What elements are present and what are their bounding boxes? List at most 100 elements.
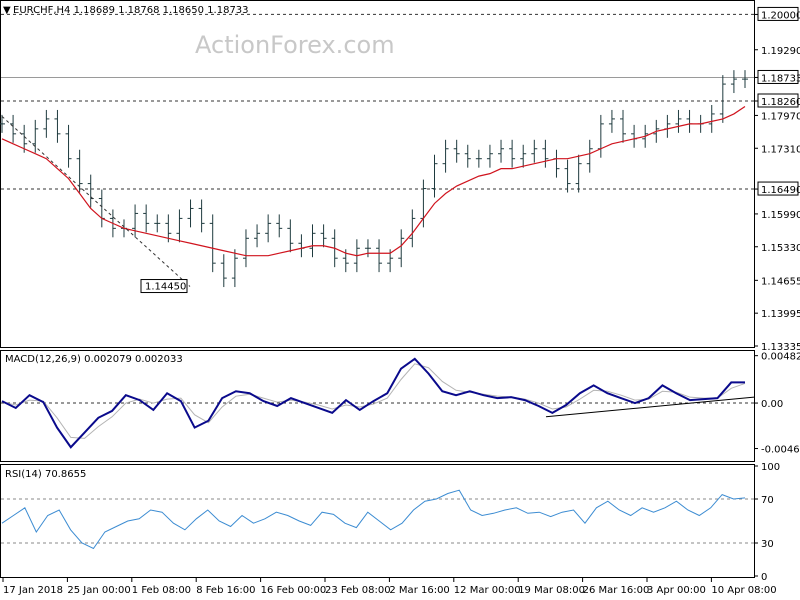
price-bar	[254, 224, 261, 248]
ma-series-line	[1, 105, 746, 257]
rsi-tick-label: 70	[761, 495, 774, 506]
price-bar	[309, 224, 316, 258]
rsi-tick-label: 0	[761, 572, 767, 583]
price-tick-label: 1.18733	[761, 73, 800, 84]
price-bar	[32, 119, 39, 153]
price-bar	[475, 149, 482, 168]
price-bar	[220, 254, 227, 288]
price-title: EURCHF,H4 1.18689 1.18768 1.18650 1.1873…	[13, 5, 249, 16]
macd-trendline	[545, 396, 755, 418]
price-bar	[87, 174, 94, 208]
time-tick-label: 17 Jan 2018	[3, 585, 63, 596]
price-level-tag	[757, 181, 799, 196]
time-tick-label: 3 Apr 00:00	[647, 585, 706, 596]
price-bar	[431, 154, 438, 198]
rsi-axis: 100 70 30 0	[754, 462, 780, 583]
price-bar	[320, 224, 327, 248]
price-panel-frame	[0, 0, 755, 348]
rsi-tick-label: 30	[761, 539, 774, 550]
price-tick-label: 1.14655	[761, 276, 800, 287]
macd-tick-label: 0.004827	[761, 352, 800, 363]
price-bar	[376, 239, 383, 273]
price-bar	[597, 114, 604, 158]
time-tick-label: 26 Mar 16:00	[583, 585, 650, 596]
price-bar	[276, 214, 283, 238]
price-bar	[409, 209, 416, 248]
macd-plot	[1, 357, 755, 449]
price-bar	[176, 209, 183, 243]
price-bar	[231, 249, 238, 288]
price-axis: 1.20000 1.19290 1.18733 1.18260 1.17970 1.173…	[754, 6, 800, 353]
time-tick-label: 23 Feb 08:00	[325, 585, 391, 596]
price-bar	[143, 204, 150, 233]
price-tick-label: 1.15330	[761, 243, 800, 254]
time-tick-label: 25 Jan 00:00	[67, 585, 130, 596]
price-bar	[719, 75, 726, 123]
price-bar	[730, 70, 737, 94]
time-tick-label: 10 Apr 08:00	[711, 585, 776, 596]
price-bar	[154, 214, 161, 233]
low-trend-dashed-line	[1, 116, 191, 287]
macd-title: MACD(12,26,9) 0.002079 0.002033	[5, 354, 183, 365]
price-level-tag	[757, 93, 799, 108]
price-bar	[453, 139, 460, 163]
price-bar	[287, 219, 294, 253]
price-bar	[398, 229, 405, 268]
price-bar	[608, 109, 615, 133]
price-bar	[575, 154, 582, 193]
price-bar	[187, 199, 194, 228]
price-tick-label: 1.18260	[761, 97, 800, 108]
rsi-tick-label: 100	[761, 462, 780, 473]
price-bar	[686, 109, 693, 133]
macd-signal-line	[1, 363, 746, 439]
time-tick-label: 16 Feb 00:00	[261, 585, 327, 596]
price-bar	[442, 139, 449, 173]
macd-tick-label: 0.00	[761, 399, 783, 410]
price-bar	[298, 234, 305, 258]
macd-tick-label: -0.004632	[761, 445, 800, 456]
time-tick-label: 12 Mar 00:00	[454, 585, 521, 596]
price-tick-label: 1.20000	[761, 10, 800, 21]
time-axis: 17 Jan 2018 25 Jan 00:00 1 Feb 08:00 8 Feb …	[2, 578, 777, 596]
rsi-line	[1, 489, 746, 550]
price-bar	[542, 139, 549, 168]
price-tick-label: 1.17970	[761, 111, 800, 122]
macd-axis: 0.004827 0.00 -0.004632	[754, 352, 800, 456]
price-bars	[0, 70, 748, 288]
time-tick-label: 2 Mar 16:00	[389, 585, 449, 596]
price-level-tag	[757, 69, 799, 84]
price-tick-label: 1.17310	[761, 144, 800, 155]
price-bar	[742, 70, 748, 89]
price-tick-label: 1.13995	[761, 309, 800, 320]
moving-average-line	[1, 105, 746, 257]
watermark: ActionForex.com	[195, 31, 395, 59]
price-bar	[708, 104, 715, 133]
price-bar	[664, 114, 671, 138]
price-bar	[198, 199, 205, 233]
price-tick-label: 1.13335	[761, 342, 800, 353]
price-bar	[586, 139, 593, 173]
macd-panel-frame	[0, 350, 755, 462]
price-level-tag	[757, 6, 799, 21]
low-annotation-box	[140, 279, 188, 294]
time-tick-label: 1 Feb 08:00	[132, 585, 191, 596]
price-tick-label: 1.15990	[761, 210, 800, 221]
rsi-title: RSI(14) 70.8655	[5, 469, 86, 480]
price-bar	[165, 214, 172, 243]
time-tick-label: 19 Mar 08:00	[518, 585, 585, 596]
price-bar	[65, 124, 72, 168]
rsi-panel-frame	[0, 464, 755, 578]
price-bar	[209, 214, 216, 273]
price-bar	[10, 114, 17, 143]
price-bar	[631, 124, 638, 148]
price-arrow: ▼	[3, 5, 11, 16]
price-bar	[675, 109, 682, 133]
price-bar	[498, 139, 505, 163]
low-annotation-label: 1.14450	[145, 282, 186, 293]
price-bar	[486, 144, 493, 168]
price-bar	[54, 109, 61, 143]
price-bar	[98, 189, 105, 228]
price-bar	[520, 144, 527, 168]
price-bar	[531, 139, 538, 163]
